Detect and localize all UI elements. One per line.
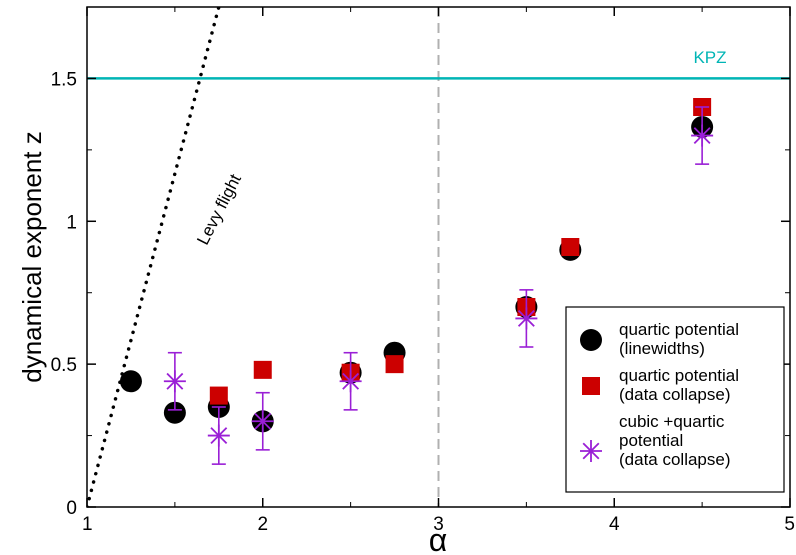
asterisk-stroke	[342, 372, 360, 390]
kpz-label: KPZ	[693, 48, 726, 67]
x-tick-label: 5	[784, 514, 795, 535]
asterisk-stroke	[166, 372, 184, 390]
square-marker	[385, 355, 404, 374]
legend-entry-label: quartic potential (linewidths)	[619, 320, 739, 358]
plot-area	[87, 7, 790, 507]
asterisk-stroke	[582, 442, 600, 460]
legend-entry-label: quartic potential (data collapse)	[619, 366, 739, 404]
asterisk-marker	[251, 410, 274, 433]
asterisk-marker	[515, 307, 538, 330]
square-marker	[253, 360, 272, 379]
legend-circle-marker	[580, 329, 602, 351]
levy-flight-line	[87, 7, 221, 507]
circle-marker	[163, 401, 186, 424]
y-tick-label: 0.5	[51, 355, 77, 376]
square-marker	[561, 238, 580, 256]
legend-box	[565, 306, 785, 493]
legend-entry-line: quartic potential	[619, 320, 739, 339]
legend-entry-line: cubic +quartic	[619, 412, 725, 431]
asterisk-marker	[691, 124, 714, 147]
asterisk-marker	[163, 370, 186, 393]
x-tick-label: 4	[609, 514, 620, 535]
legend-entry-line: (data collapse)	[619, 385, 731, 404]
y-tick-label: 0	[66, 498, 77, 519]
asterisk-marker	[207, 424, 230, 447]
legend-asterisk-marker	[580, 440, 602, 462]
y-axis-label: dynamical exponent z	[17, 131, 47, 382]
x-tick-label: 2	[257, 514, 268, 535]
square-marker	[209, 386, 228, 405]
legend-entry-line: quartic potential	[619, 366, 739, 385]
x-tick-label: 1	[82, 514, 93, 535]
asterisk-stroke	[210, 427, 228, 445]
legend: quartic potential (linewidths)quartic pot…	[565, 306, 785, 493]
x-tick-label: 3	[433, 514, 444, 535]
y-tick-label: 1.5	[51, 69, 77, 90]
asterisk-stroke	[517, 309, 535, 327]
asterisk-marker	[339, 370, 362, 393]
legend-square-marker	[582, 377, 600, 395]
legend-entry-line: (linewidths)	[619, 339, 705, 358]
legend-entry-line: (data collapse)	[619, 450, 731, 469]
legend-entry-label: cubic +quartic potential (data collapse)	[619, 412, 731, 469]
legend-entry-line: potential	[619, 431, 683, 450]
y-tick-label: 1	[66, 212, 77, 233]
circle-marker	[119, 370, 142, 393]
x-axis-label: α	[429, 522, 448, 555]
asterisk-stroke	[693, 127, 711, 145]
asterisk-stroke	[254, 412, 272, 430]
